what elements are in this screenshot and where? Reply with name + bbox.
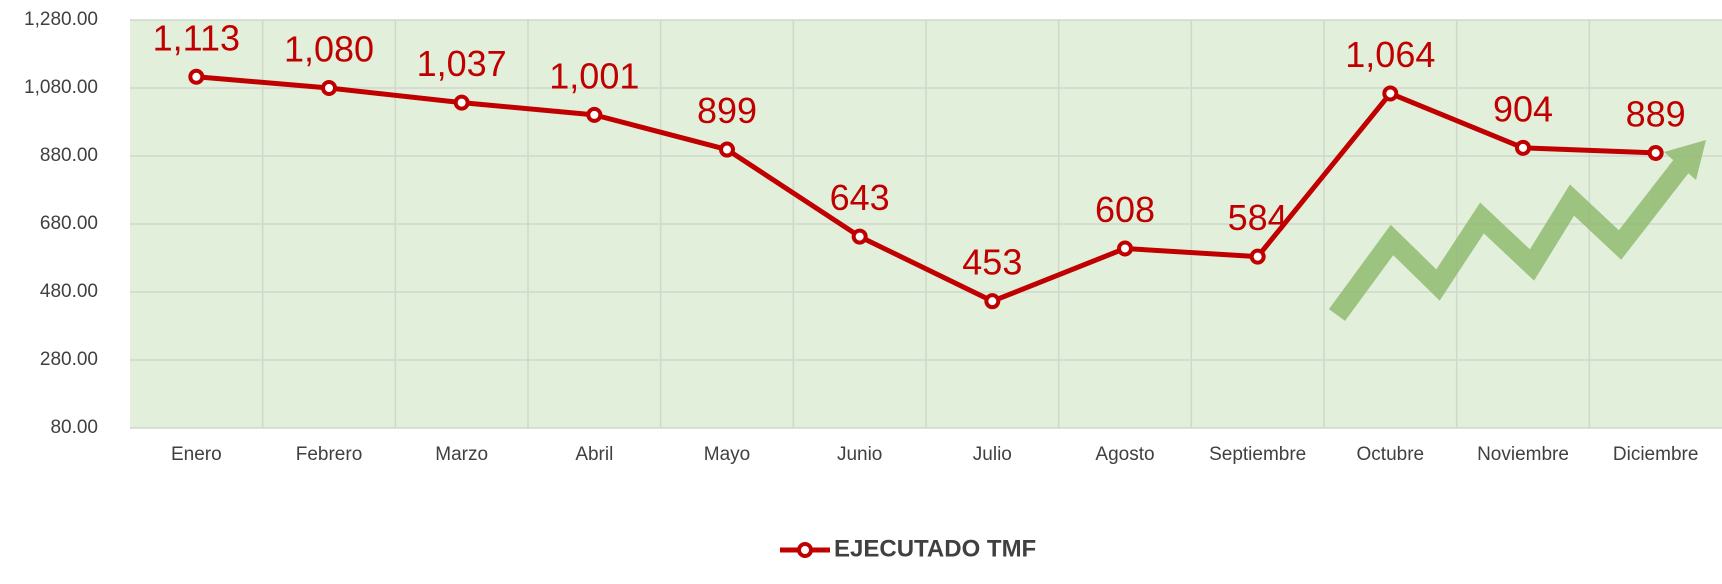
y-tick-label: 880.00 xyxy=(40,145,98,166)
y-tick-label: 280.00 xyxy=(40,349,98,370)
point-marker xyxy=(1650,147,1662,159)
point-marker xyxy=(456,97,468,109)
chart: 80.00 280.00 480.00 680.00 880.00 1,080.00 1,2… xyxy=(0,0,1722,584)
point-marker xyxy=(986,295,998,307)
point-marker xyxy=(721,144,733,156)
point-marker xyxy=(1252,251,1264,263)
data-label: 453 xyxy=(962,242,1022,283)
y-tick-label: 680.00 xyxy=(40,213,98,234)
y-tick-label: 480.00 xyxy=(40,281,98,302)
x-tick-label: Enero xyxy=(171,444,222,465)
data-label: 1,113 xyxy=(153,17,240,58)
point-marker xyxy=(854,231,866,243)
x-tick-label: Abril xyxy=(575,444,613,465)
point-marker xyxy=(323,82,335,94)
data-label: 899 xyxy=(697,90,757,131)
data-label: 1,001 xyxy=(549,55,639,96)
x-tick-label: Diciembre xyxy=(1613,444,1699,465)
point-marker xyxy=(190,71,202,83)
point-marker xyxy=(588,109,600,121)
x-tick-label: Marzo xyxy=(435,444,488,465)
data-label: 1,064 xyxy=(1345,34,1435,75)
x-tick-label: Agosto xyxy=(1095,444,1154,465)
page: {"chart_data": {"type": "line", "categor… xyxy=(0,0,1722,584)
x-tick-label: Junio xyxy=(837,444,882,465)
point-marker xyxy=(1517,142,1529,154)
legend-marker xyxy=(799,544,811,556)
y-tick-label: 1,080.00 xyxy=(24,77,98,98)
data-label: 584 xyxy=(1228,197,1288,238)
data-label: 1,037 xyxy=(417,43,507,84)
data-label: 1,080 xyxy=(284,29,374,70)
y-tick-label: 80.00 xyxy=(50,417,98,438)
y-tick-label: 1,280.00 xyxy=(24,9,98,30)
x-tick-label: Febrero xyxy=(296,444,363,465)
data-label: 608 xyxy=(1095,189,1155,230)
data-label: 889 xyxy=(1626,93,1686,134)
point-marker xyxy=(1119,242,1131,254)
data-label: 904 xyxy=(1493,88,1553,129)
x-tick-label: Septiembre xyxy=(1209,444,1306,465)
legend-label: EJECUTADO TMF xyxy=(834,535,1036,562)
x-tick-label: Noviembre xyxy=(1477,444,1569,465)
point-marker xyxy=(1384,87,1396,99)
data-label: 643 xyxy=(830,177,890,218)
x-tick-label: Mayo xyxy=(704,444,750,465)
x-tick-label: Julio xyxy=(973,444,1012,465)
x-tick-label: Octubre xyxy=(1357,444,1425,465)
